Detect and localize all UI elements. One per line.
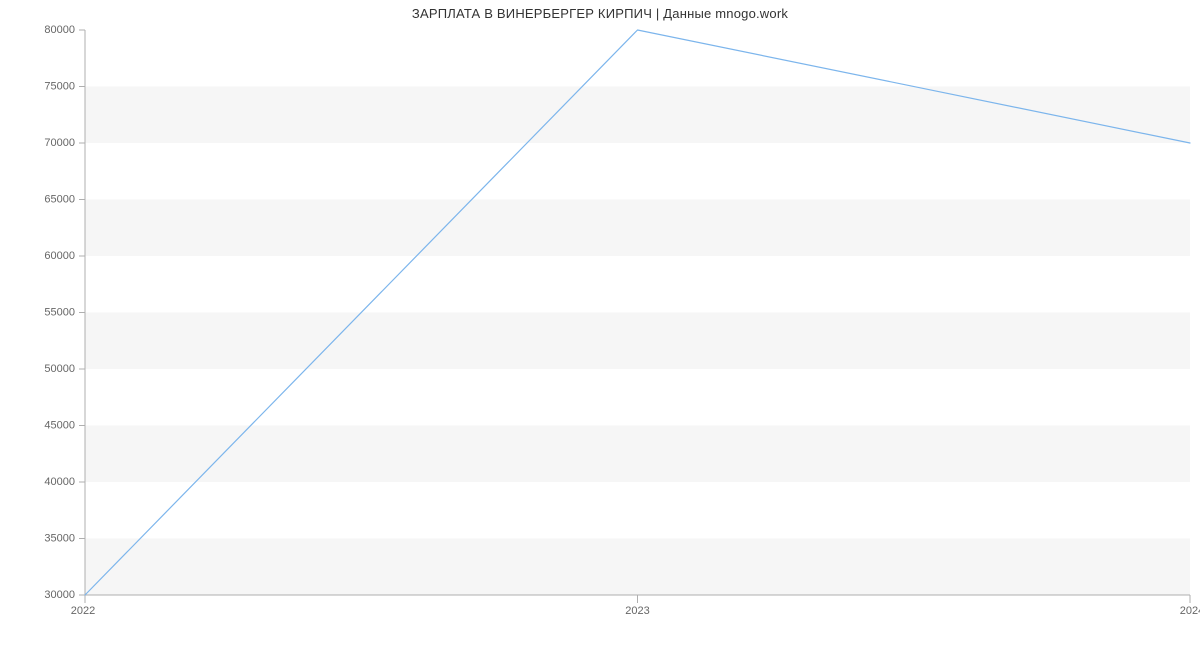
svg-text:60000: 60000 — [44, 250, 75, 262]
svg-text:35000: 35000 — [44, 532, 75, 544]
svg-text:65000: 65000 — [44, 193, 75, 205]
svg-text:2023: 2023 — [625, 605, 649, 617]
svg-text:50000: 50000 — [44, 363, 75, 375]
svg-text:2024: 2024 — [1180, 605, 1200, 617]
svg-text:80000: 80000 — [44, 24, 75, 36]
svg-text:45000: 45000 — [44, 419, 75, 431]
svg-text:40000: 40000 — [44, 476, 75, 488]
svg-text:2022: 2022 — [71, 605, 95, 617]
chart-title: ЗАРПЛАТА В ВИНЕРБЕРГЕР КИРПИЧ | Данные m… — [0, 6, 1200, 21]
svg-text:75000: 75000 — [44, 80, 75, 92]
chart-svg: 30000 35000 40000 45000 50000 55000 60000 65000… — [0, 0, 1200, 650]
salary-line-chart: ЗАРПЛАТА В ВИНЕРБЕРГЕР КИРПИЧ | Данные m… — [0, 0, 1200, 650]
svg-text:30000: 30000 — [44, 589, 75, 601]
svg-text:55000: 55000 — [44, 306, 75, 318]
svg-text:70000: 70000 — [44, 137, 75, 149]
